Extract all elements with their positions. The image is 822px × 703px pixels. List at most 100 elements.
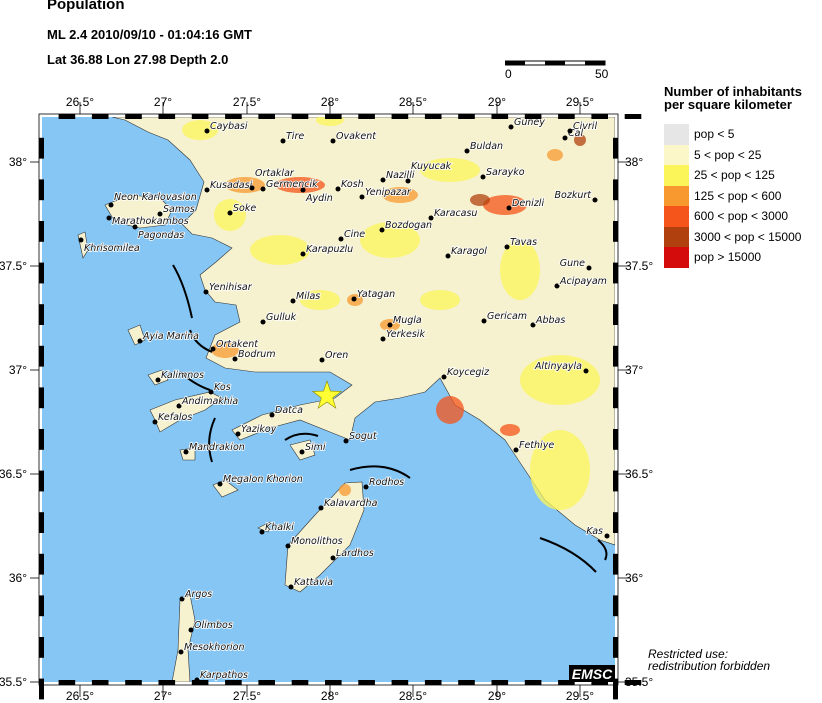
lon-tick-label-top: 27° [154, 95, 172, 109]
city-label: Karacasu [434, 208, 477, 219]
frame-segment [39, 637, 44, 658]
density-patch [520, 355, 600, 405]
lat-tick-label-right: 36.5° [625, 467, 653, 481]
city-dot [249, 185, 255, 191]
city-dot [506, 205, 512, 211]
city-civril: Civril [567, 120, 598, 134]
city-monolithos: Monolithos [285, 535, 343, 549]
city-label: Altinyayla [534, 361, 582, 372]
city-label: Kalimnos [161, 370, 204, 381]
frame-segment [39, 512, 44, 533]
city-dot [235, 431, 241, 437]
density-patch [275, 177, 325, 193]
city-label: Bozkurt [555, 190, 593, 201]
city-kalimnos: Kalimnos [155, 369, 205, 383]
city-dot [260, 186, 266, 192]
legend-swatch [664, 144, 689, 165]
landmass [147, 369, 169, 386]
frame-segment [191, 680, 209, 685]
frame-segment [358, 680, 375, 685]
city-karapuzlu: Karapuzlu [300, 243, 354, 257]
city-dot [194, 677, 200, 682]
lon-tick-label-bottom: 26.5° [66, 689, 94, 703]
svg-text:EMSC: EMSC [572, 666, 613, 682]
city-dot [428, 215, 434, 221]
city-label: Milas [296, 291, 320, 302]
city-samos: Samos [157, 203, 196, 217]
legend-item: 25 < pop < 125 [664, 165, 802, 186]
frame-segment [258, 114, 275, 119]
frame-segment [591, 114, 608, 119]
city-dot [227, 210, 233, 216]
city-bozkurt: Bozkurt [554, 189, 598, 203]
city-label: Sogut [349, 431, 378, 442]
city-label: Ayia Marina [142, 331, 199, 342]
city-label: Guney [514, 117, 545, 128]
city-aydin: Aydin [300, 187, 334, 205]
city-dot [445, 253, 451, 259]
city-dot [208, 389, 214, 395]
city-karagol: Karagol [445, 245, 488, 259]
city-label: Acipayam [559, 276, 607, 287]
city-fethiye: Fethiye [513, 439, 555, 453]
city-label: Olimbos [194, 620, 233, 631]
city-dot [183, 449, 189, 455]
city-label: Kosh [341, 179, 364, 190]
frame-segment [613, 387, 618, 409]
legend-item: 125 < pop < 600 [664, 185, 802, 206]
city-label: Khrisomilea [84, 243, 140, 254]
frame-segment [58, 680, 76, 685]
fault-line [189, 329, 213, 353]
city-dot [359, 194, 365, 200]
city-dot [604, 533, 610, 539]
city-label: Neon Karlovasion [114, 192, 197, 203]
frame-segment [39, 137, 44, 159]
city-dot [203, 289, 209, 295]
city-dot [480, 174, 486, 180]
city-kalavardha: Kalavardha [318, 497, 378, 511]
city-dot [554, 283, 560, 289]
lat-tick-label-left: 36° [9, 571, 27, 585]
frame-segment [624, 114, 642, 119]
city-dot [513, 447, 519, 453]
city-label: Kos [214, 382, 231, 393]
city-dot [280, 138, 286, 144]
city-gune: Gune [559, 257, 592, 271]
frame-segment [613, 595, 618, 617]
lat-tick-label-left: 38° [9, 155, 27, 169]
city-label: Kas [586, 526, 603, 537]
legend-title-line2: per square kilometer [664, 97, 792, 112]
frame-segment [613, 345, 618, 367]
city-koycegiz: Koycegiz [441, 366, 491, 380]
frame-segment [391, 114, 409, 119]
city-label: Germencik [266, 179, 318, 190]
frame-segment [158, 114, 176, 119]
city-label: Oren [325, 350, 348, 361]
frame-segment [39, 429, 44, 450]
landmass [179, 447, 196, 461]
city-label: Yenihisar [209, 282, 253, 293]
city-mugla: Mugla [387, 314, 423, 328]
frame-segment [325, 114, 342, 119]
city-label: Gune [560, 258, 585, 269]
city-andimakhia: Andimakhia [176, 395, 239, 409]
scale-end-label: 50 [595, 67, 609, 81]
lat-tick-label-right: 35.5° [625, 675, 653, 689]
city-yenipazar: Yenipazar [359, 186, 413, 200]
lat-tick-label-right: 37.5° [625, 259, 653, 273]
frame-segment [39, 262, 44, 284]
legend-title-line1: Number of inhabitants [664, 84, 802, 99]
legend-swatch [664, 247, 689, 268]
city-mandrakion: Mandrakion [183, 441, 246, 455]
city-ortakent: Ortakent [210, 338, 260, 352]
frame-segment [558, 680, 575, 685]
city-yerkesik: Yerkesik [380, 328, 426, 342]
city-dot [318, 505, 324, 511]
city-rodhos: Rodhos [363, 476, 405, 490]
city-label: Kefalos [158, 412, 192, 423]
city-dot [330, 138, 336, 144]
city-denizli: Denizli [506, 197, 545, 211]
city-label: Civril [573, 121, 597, 132]
legend-item: 3000 < pop < 15000 [664, 226, 802, 247]
landmass [171, 594, 196, 682]
